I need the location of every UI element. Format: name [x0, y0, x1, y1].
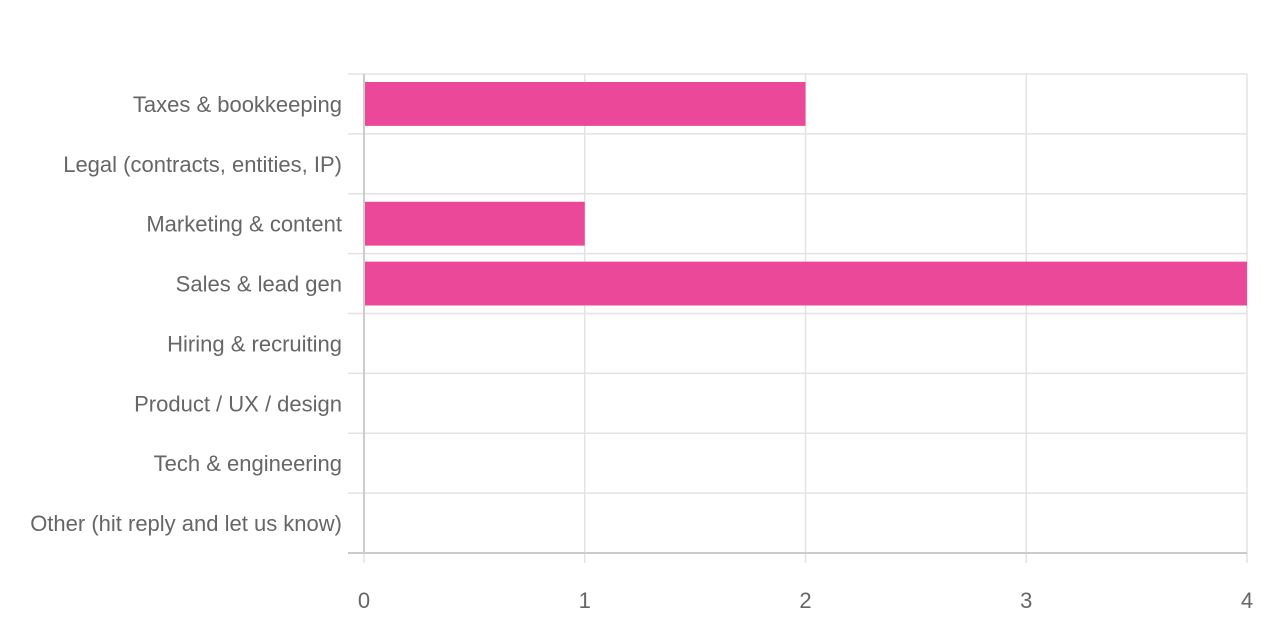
x-tick-label: 0	[358, 588, 370, 613]
category-label: Product / UX / design	[134, 391, 342, 416]
category-label: Tech & engineering	[154, 451, 342, 476]
category-label: Marketing & content	[146, 212, 342, 237]
category-labels: Taxes & bookkeeping Legal (contracts, ent…	[30, 92, 342, 536]
bar	[364, 261, 1247, 306]
axes	[348, 74, 1247, 554]
x-tick-label: 4	[1241, 588, 1253, 613]
category-label: Legal (contracts, entities, IP)	[63, 152, 342, 177]
bar	[364, 82, 806, 126]
x-tick-label: 2	[799, 588, 811, 613]
bars	[364, 82, 1247, 306]
x-tick-labels: 0 1 2 3 4	[358, 588, 1253, 613]
x-tick-label: 3	[1020, 588, 1032, 613]
category-label: Hiring & recruiting	[167, 331, 342, 356]
category-label: Sales & lead gen	[176, 272, 342, 297]
bar	[364, 201, 585, 246]
category-label: Taxes & bookkeeping	[133, 92, 342, 117]
category-label: Other (hit reply and let us know)	[30, 511, 342, 536]
x-tick-label: 1	[579, 588, 591, 613]
grid	[348, 73, 1248, 563]
